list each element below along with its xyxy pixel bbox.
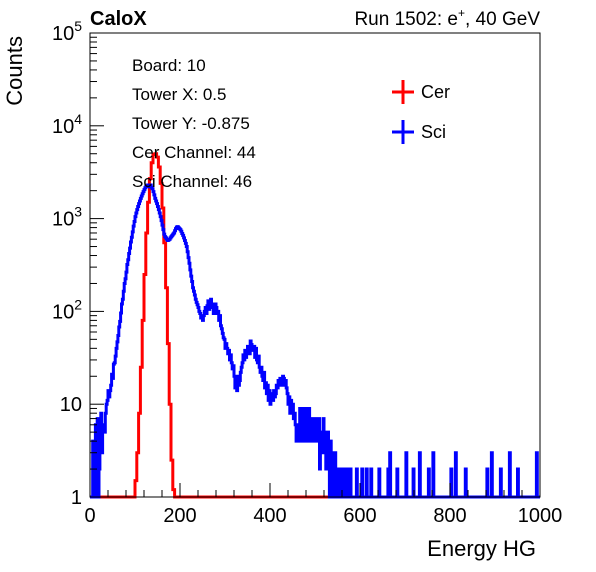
header-right-sup: + xyxy=(458,6,465,20)
legend-label-cer: Cer xyxy=(421,82,450,102)
y-tick-label-exponent: 4 xyxy=(74,111,82,127)
y-tick-label-base: 10 xyxy=(52,301,74,323)
y-tick-label: 105 xyxy=(52,18,82,45)
y-tick-label: 102 xyxy=(52,296,82,323)
info-line-tower-y: Tower Y: -0.875 xyxy=(132,114,250,133)
info-line-sci-channel: Sci Channel: 46 xyxy=(132,172,252,191)
series-line-cer xyxy=(90,152,540,499)
header-right-prefix: Run 1502: e xyxy=(354,9,458,30)
y-tick-label-base: 10 xyxy=(60,394,82,416)
x-tick-label: 400 xyxy=(253,505,286,527)
y-tick-label-exponent: 5 xyxy=(74,18,82,34)
y-tick-label: 1 xyxy=(71,487,82,509)
header-right-suffix: , 40 GeV xyxy=(465,9,540,30)
x-tick-label: 600 xyxy=(343,505,376,527)
header-left-label: CaloX xyxy=(90,8,147,30)
y-tick-label-exponent: 2 xyxy=(74,296,82,312)
legend-entry-sci: Sci xyxy=(392,120,446,144)
y-tick-label-base: 10 xyxy=(52,209,74,231)
y-tick-label: 10 xyxy=(60,394,82,416)
info-box: Board: 10 Tower X: 0.5 Tower Y: -0.875 C… xyxy=(132,56,256,191)
y-tick-label-base: 1 xyxy=(71,487,82,509)
info-line-cer-channel: Cer Channel: 44 xyxy=(132,143,256,162)
x-tick-label: 1000 xyxy=(518,505,563,527)
legend: Cer Sci xyxy=(392,80,450,144)
legend-label-sci: Sci xyxy=(421,122,446,142)
y-tick-label-base: 10 xyxy=(52,116,74,138)
y-tick-label: 104 xyxy=(52,111,82,138)
plot-frame xyxy=(89,32,541,498)
x-axis-title: Energy HG xyxy=(427,536,536,561)
y-tick-label-exponent: 3 xyxy=(74,204,82,220)
x-tick-label: 0 xyxy=(84,505,95,527)
info-line-board: Board: 10 xyxy=(132,56,206,75)
y-axis-title: Counts xyxy=(2,36,27,106)
y-tick-label: 103 xyxy=(52,204,82,231)
y-tick-label-base: 10 xyxy=(52,23,74,45)
info-line-tower-x: Tower X: 0.5 xyxy=(132,85,227,104)
x-tick-label: 200 xyxy=(163,505,196,527)
legend-entry-cer: Cer xyxy=(392,80,450,104)
header-right-label: Run 1502: e+, 40 GeV xyxy=(354,6,540,30)
x-tick-label: 800 xyxy=(433,505,466,527)
